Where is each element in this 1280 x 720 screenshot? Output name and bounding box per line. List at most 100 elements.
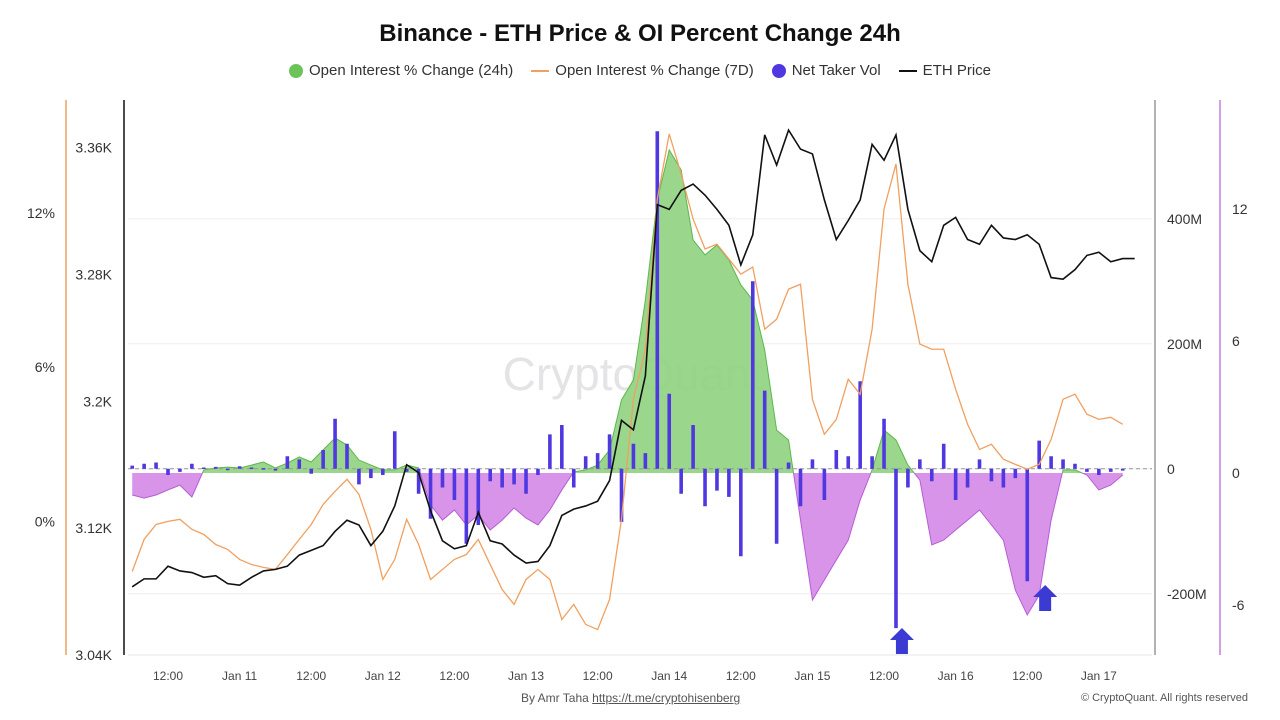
net-taker-bar (130, 465, 134, 469)
net-taker-bar (953, 468, 958, 500)
legend-label: ETH Price (922, 62, 992, 79)
net-taker-bar (989, 468, 994, 482)
net-taker-bar (858, 381, 862, 469)
legend-item-net-taker-vol[interactable]: Net Taker Vol (771, 62, 881, 79)
net-taker-bar (1001, 468, 1006, 488)
net-taker-bar (548, 434, 552, 469)
net-taker-bar (500, 468, 504, 488)
net-taker-bar (906, 468, 910, 488)
author-link[interactable]: https://t.me/cryptohisenberg (592, 691, 741, 705)
net-taker-bar (560, 425, 564, 469)
x-tick-label: Jan 13 (508, 669, 544, 683)
net-taker-bar (1025, 468, 1030, 582)
author-text: By Amr Taha (521, 691, 589, 705)
taker-tick-label: -200M (1167, 586, 1207, 602)
net-taker-bar (178, 468, 182, 472)
legend-item-eth-price[interactable]: ETH Price (898, 62, 992, 79)
oi7d-tick-label: 6% (35, 359, 55, 375)
x-tick-label: Jan 17 (1081, 669, 1117, 683)
x-tick-label: 12:00 (439, 669, 469, 683)
net-taker-bar (166, 468, 170, 475)
x-tick-label: 12:00 (153, 669, 183, 683)
net-taker-bar (428, 468, 433, 519)
oi24h-tick-label: 0 (1232, 465, 1240, 481)
net-taker-bar (727, 468, 731, 497)
net-taker-bar (369, 468, 373, 479)
oi-7d-line (131, 133, 1124, 631)
net-taker-bar (1120, 468, 1125, 471)
net-taker-bar (345, 443, 349, 469)
net-taker-bar (154, 462, 158, 469)
legend-label: Open Interest % Change (7D) (555, 62, 754, 79)
oi24h-tick-label: 6 (1232, 333, 1240, 349)
net-taker-bar (261, 468, 266, 470)
net-taker-bar (249, 467, 254, 469)
net-taker-bar (643, 453, 648, 469)
price-tick-label: 3.28K (75, 266, 112, 282)
net-taker-bar (142, 463, 146, 469)
net-taker-bar (965, 468, 970, 488)
net-taker-bar (822, 468, 827, 500)
net-taker-bar (1037, 440, 1041, 469)
net-taker-bar (536, 468, 540, 475)
net-taker-bar (595, 453, 600, 469)
net-taker-bar (918, 459, 922, 469)
net-taker-bar (894, 468, 898, 629)
net-taker-bar (237, 466, 242, 469)
net-taker-bar (798, 468, 803, 507)
oi7d-tick-label: 12% (27, 205, 55, 221)
net-taker-bar (810, 459, 815, 469)
net-taker-bar (416, 468, 421, 494)
net-taker-bar (1049, 456, 1053, 469)
net-taker-bar (607, 434, 612, 469)
legend-label: Net Taker Vol (791, 62, 881, 79)
net-taker-bar (464, 468, 469, 544)
net-taker-bar (1013, 468, 1018, 479)
net-taker-bar (941, 443, 946, 469)
x-tick-label: Jan 12 (365, 669, 401, 683)
net-taker-bar (202, 467, 206, 469)
net-taker-bar (691, 425, 695, 469)
net-taker-bar (703, 468, 707, 507)
net-taker-bar (846, 456, 851, 469)
net-taker-bar (619, 468, 624, 522)
net-taker-bar (762, 390, 767, 469)
legend-label: Open Interest % Change (24h) (308, 62, 514, 79)
net-taker-bar (273, 468, 278, 471)
legend-item-oi-24h[interactable]: Open Interest % Change (24h) (288, 62, 514, 79)
price-tick-label: 3.36K (75, 140, 112, 156)
net-taker-bar (1085, 468, 1089, 472)
chart-title: Binance - ETH Price & OI Percent Change … (379, 20, 901, 47)
net-taker-bar (285, 456, 290, 469)
oi24h-tick-label: 12 (1232, 201, 1248, 217)
legend-item-oi-7d[interactable]: Open Interest % Change (7D) (531, 62, 754, 79)
taker-tick-label: 200M (1167, 336, 1202, 352)
net-taker-bar (476, 468, 481, 525)
net-taker-bar (392, 431, 397, 469)
x-tick-label: Jan 14 (651, 669, 687, 683)
price-tick-label: 3.04K (75, 647, 112, 663)
oi-24h-positive-area (202, 149, 1083, 474)
footer-credit: By Amr Taha https://t.me/cryptohisenberg (521, 691, 740, 705)
net-taker-bar (870, 456, 874, 469)
oi-24h-negative-area (132, 473, 1123, 615)
x-tick-label: 12:00 (296, 669, 326, 683)
net-taker-bar (750, 281, 755, 469)
price-tick-label: 3.2K (83, 393, 112, 409)
net-taker-bar (404, 468, 409, 472)
taker-tick-label: 0 (1167, 461, 1175, 477)
net-taker-bar (739, 468, 743, 557)
net-taker-bar (1097, 468, 1101, 475)
net-taker-bar (225, 468, 230, 471)
arrow-up-icon (889, 628, 914, 654)
net-taker-bar (1061, 459, 1065, 469)
x-tick-label: 12:00 (869, 669, 899, 683)
legend-dot-icon (288, 63, 303, 78)
net-taker-bar (488, 468, 493, 482)
x-tick-label: Jan 16 (938, 669, 974, 683)
legend: Open Interest % Change (24h) Open Intere… (0, 62, 1280, 79)
net-taker-bar (321, 450, 325, 469)
net-taker-bar (583, 456, 588, 469)
net-taker-bar (213, 466, 218, 469)
